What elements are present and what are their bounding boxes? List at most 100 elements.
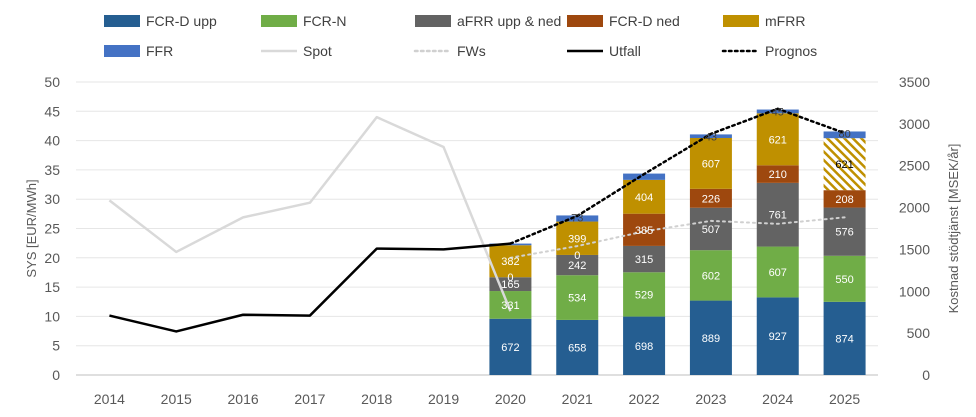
line-spot (108, 115, 512, 312)
data-label-afrr-upp-ned: 315 (635, 254, 653, 266)
data-label-fcr-d-upp: 874 (835, 333, 853, 345)
legend-label-mfrr: mFRR (765, 13, 805, 29)
bar-afrr-upp-ned-2023 (689, 207, 732, 251)
legend-item-spot: Spot (261, 43, 332, 59)
legend-item-afrr-upp-ned: aFRR upp & ned (415, 13, 561, 29)
data-label-ffr: 80 (838, 128, 850, 140)
data-label-afrr-upp-ned: 507 (702, 224, 720, 236)
legend-label-prognos: Prognos (765, 43, 817, 59)
data-label-fcr-n: 607 (769, 267, 787, 279)
left-tick-label: 50 (44, 74, 60, 90)
data-label-fcr-d-upp: 658 (568, 342, 586, 354)
bar-fcr-n-2023 (689, 250, 732, 301)
right-tick-label: 1000 (899, 283, 930, 299)
legend-label-spot: Spot (303, 43, 332, 59)
right-tick-label: 1500 (899, 241, 930, 257)
axes: 0510152025303540455005001000150020002500… (24, 74, 961, 407)
left-tick-label: 30 (44, 191, 60, 207)
data-label-fcr-n: 331 (501, 300, 519, 312)
left-tick-label: 20 (44, 250, 60, 266)
bar-fcr-d-upp-2022 (623, 316, 666, 375)
left-axis-title: SYS [EUR/MWh] (24, 179, 39, 277)
legend-item-fcr-d-upp: FCR-D upp (104, 13, 217, 29)
data-label-afrr-upp-ned: 242 (568, 260, 586, 272)
x-tick-label: 2024 (762, 391, 793, 407)
left-tick-label: 40 (44, 133, 60, 149)
x-tick-label: 2021 (562, 391, 593, 407)
bar-fcr-d-ned-2024 (756, 165, 799, 183)
bar-fcr-n-2020 (489, 291, 532, 319)
legend-item-fcr-d-ned: FCR-D ned (567, 13, 680, 29)
legend-item-prognos: Prognos (721, 43, 817, 59)
bar-ffr-2024 (756, 109, 799, 114)
bar-fcr-d-ned-2025 (823, 190, 866, 208)
legend-label-fcr-n: FCR-N (303, 13, 347, 29)
data-label-mfrr: 607 (702, 158, 720, 170)
data-label-afrr-upp-ned: 761 (769, 210, 787, 222)
legend-swatch-fcr-d-upp (104, 15, 140, 27)
data-label-fcr-d-ned: 0 (507, 272, 513, 284)
x-tick-label: 2019 (428, 391, 459, 407)
data-label-afrr-upp-ned: 165 (501, 279, 519, 291)
bar-afrr-upp-ned-2025 (823, 207, 866, 256)
bar-ffr-2023 (689, 134, 732, 139)
right-tick-label: 0 (922, 367, 930, 383)
bar-fcr-n-2024 (756, 246, 799, 298)
data-label-fcr-d-ned: 0 (574, 250, 580, 262)
legend-item-fws: FWs (413, 43, 486, 59)
data-label-fcr-n: 550 (835, 274, 853, 286)
x-tick-label: 2022 (629, 391, 660, 407)
data-label-fcr-n: 529 (635, 289, 653, 301)
legend-label-fws: FWs (457, 43, 486, 59)
legend-swatch-ffr (104, 45, 140, 57)
legend-label-utfall: Utfall (609, 43, 641, 59)
line-prognos (509, 107, 846, 245)
bar-fcr-d-upp-2020 (489, 318, 532, 375)
bar-mfrr-2023 (689, 138, 732, 189)
bar-fcr-d-upp-2024 (756, 297, 799, 375)
x-tick-label: 2018 (361, 391, 392, 407)
legend-swatch-fcr-d-ned (567, 15, 603, 27)
legend-item-ffr: FFR (104, 43, 173, 59)
bar-afrr-upp-ned-2022 (623, 245, 666, 273)
data-label-fcr-d-ned: 208 (835, 194, 853, 206)
right-tick-label: 3000 (899, 116, 930, 132)
left-tick-label: 5 (52, 338, 60, 354)
x-tick-label: 2023 (695, 391, 726, 407)
bar-mfrr-2020 (489, 245, 532, 278)
bar-fcr-n-2025 (823, 255, 866, 302)
bar-mfrr-2024 (756, 113, 799, 166)
data-label-mfrr: 621 (769, 134, 787, 146)
bar-mfrr-2022 (623, 179, 666, 214)
lines (108, 107, 846, 333)
legend-item-utfall: Utfall (567, 43, 641, 59)
line-fws (509, 216, 846, 259)
legend: FCR-D upp FCR-N aFRR upp & ned FCR-D ned mFR… (104, 13, 817, 59)
data-label-mfrr: 382 (501, 256, 519, 268)
x-tick-label: 2025 (829, 391, 860, 407)
data-label-ffr: 73 (571, 212, 583, 224)
data-label-fcr-n: 534 (568, 293, 586, 305)
legend-swatch-mfrr (723, 15, 759, 27)
bar-ffr-2025 (823, 131, 866, 139)
bar-ffr-2021 (556, 215, 599, 222)
legend-item-mfrr: mFRR (723, 13, 805, 29)
x-tick-label: 2016 (228, 391, 259, 407)
bar-mfrr-2025 (823, 138, 866, 191)
bar-ffr-2022 (623, 173, 666, 180)
x-tick-label: 2017 (294, 391, 325, 407)
data-label-mfrr: 399 (568, 233, 586, 245)
data-label-fcr-d-upp: 927 (769, 331, 787, 343)
data-label-fcr-d-upp: 672 (501, 342, 519, 354)
data-labels: 672 658 698 889 927 874 331 534 529 602 607 550 165 2… (501, 107, 854, 355)
x-tick-label: 2015 (161, 391, 192, 407)
bar-fcr-d-upp-2025 (823, 301, 866, 375)
data-label-fcr-d-ned: 210 (769, 169, 787, 181)
legend-label-ffr: FFR (146, 43, 173, 59)
bar-fcr-d-upp-2023 (689, 300, 732, 375)
data-label-fcr-d-upp: 698 (635, 341, 653, 353)
data-label-fcr-n: 602 (702, 270, 720, 282)
bar-fcr-d-upp-2021 (556, 319, 599, 375)
data-label-fcr-d-ned: 226 (702, 193, 720, 205)
